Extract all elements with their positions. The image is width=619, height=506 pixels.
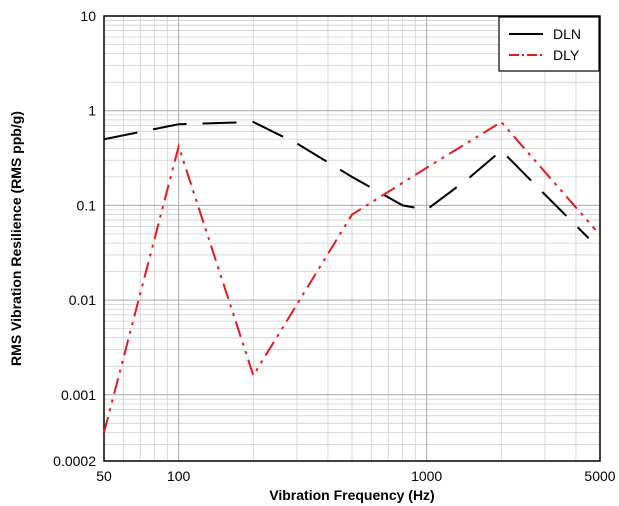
legend-label-dln: DLN [553,26,581,42]
y-tick-label: 0.001 [61,387,96,403]
y-tick-label: 1 [88,103,96,119]
y-tick-label: 0.1 [77,197,97,213]
x-tick-label: 100 [167,468,191,484]
legend: DLN DLY [498,16,600,72]
x-tick-label: 5000 [584,468,615,484]
y-axis-title: RMS Vibration Resilience (RMS ppb/g) [8,111,24,366]
y-tick-label: 10 [80,8,96,24]
legend-label-dly: DLY [553,47,580,63]
x-axis-title: Vibration Frequency (Hz) [269,487,434,503]
major-gridlines [104,16,600,461]
x-tick-label: 1000 [411,468,442,484]
y-tick-labels: 10 1 0.1 0.01 0.001 0.0002 [53,8,96,469]
plot-frame [103,15,601,462]
series-line-dln [103,120,590,239]
x-tick-labels: 50 100 1000 5000 [96,468,616,484]
minor-gridlines [104,16,600,461]
x-tick-label: 50 [96,468,112,484]
y-tick-label: 0.01 [69,292,96,308]
series-line-dly [103,120,597,433]
series-layer [103,120,597,433]
y-tick-label: 0.0002 [53,453,96,469]
legend-box [498,16,600,72]
